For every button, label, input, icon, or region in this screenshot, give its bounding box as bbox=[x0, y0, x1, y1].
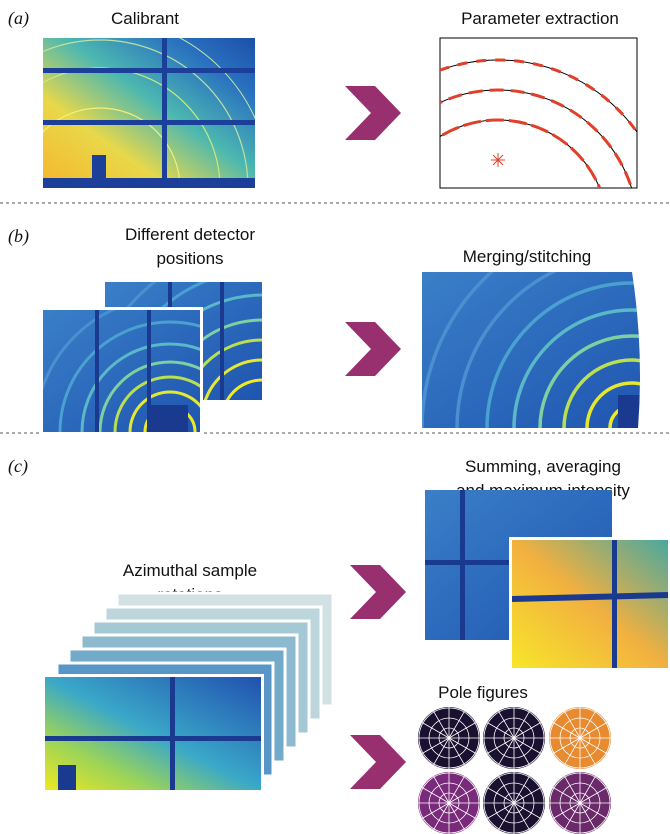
detector-bg bbox=[422, 272, 648, 428]
gap bbox=[170, 677, 175, 790]
detector-bg bbox=[43, 38, 255, 188]
beamstop bbox=[92, 155, 106, 188]
arrows bbox=[345, 86, 406, 789]
detector-bg bbox=[45, 677, 261, 790]
gap bbox=[220, 282, 224, 400]
panel-label: (a) bbox=[8, 8, 29, 29]
gap bbox=[162, 38, 167, 188]
chevron-arrow bbox=[345, 322, 401, 376]
gap bbox=[45, 736, 261, 741]
beamstop bbox=[58, 765, 76, 790]
front-frame bbox=[42, 674, 264, 794]
chevron-arrow bbox=[350, 565, 406, 619]
panel-label: (c) bbox=[8, 456, 28, 477]
gap bbox=[43, 68, 255, 73]
gap bbox=[43, 178, 255, 188]
pole-figures bbox=[418, 707, 611, 834]
page: Workflow figure {"panels": [ {"label": "… bbox=[0, 0, 670, 834]
image-title: Summing, averaging bbox=[465, 457, 621, 476]
gap bbox=[460, 490, 465, 640]
chevron-arrow bbox=[350, 735, 406, 789]
gap bbox=[95, 310, 99, 432]
image-title: Azimuthal sample bbox=[123, 561, 257, 580]
gap bbox=[612, 540, 617, 668]
panel-label: (b) bbox=[8, 226, 29, 247]
gap bbox=[43, 120, 255, 125]
detector-bg bbox=[512, 540, 668, 668]
image-title: Parameter extraction bbox=[461, 9, 619, 28]
detector-image-front bbox=[35, 297, 305, 567]
image-title: Pole figures bbox=[438, 683, 528, 702]
image-title: Merging/stitching bbox=[463, 247, 592, 266]
sum-image-front bbox=[509, 537, 670, 671]
body: (a) Calibrant Parameter extraction (b) D… bbox=[0, 0, 670, 834]
image-title: Calibrant bbox=[111, 9, 179, 28]
figure: (a) Calibrant Parameter extraction (b) D… bbox=[0, 0, 670, 834]
plot-frame bbox=[440, 38, 637, 188]
beam-center bbox=[491, 153, 505, 167]
image-title: Different detector bbox=[125, 225, 255, 244]
image-title: positions bbox=[156, 249, 223, 268]
chevron-arrow bbox=[345, 86, 401, 140]
beamstop bbox=[148, 405, 188, 432]
